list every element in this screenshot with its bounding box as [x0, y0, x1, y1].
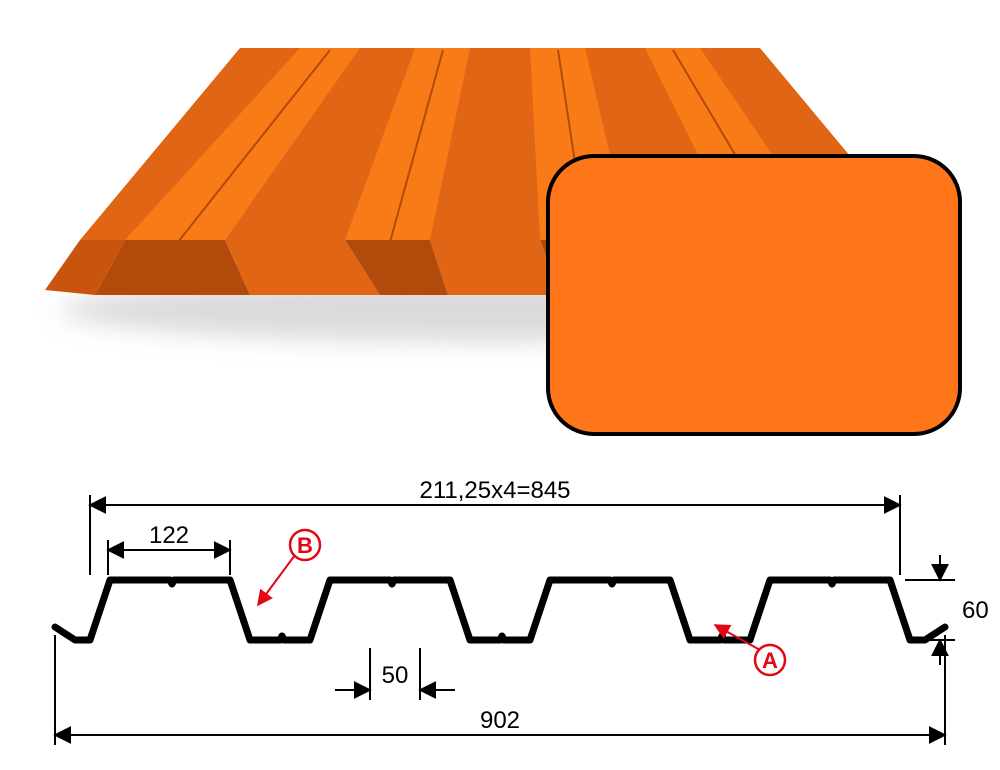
sheet-valley [430, 240, 560, 295]
dim-label-bottom-total: 902 [480, 707, 520, 734]
markers-group: B A [258, 530, 785, 675]
profile-cross-section [55, 580, 945, 640]
dim-label-top-total: 211,25x4=845 [419, 477, 570, 504]
profile-line [55, 580, 945, 640]
marker-a-label: A [762, 648, 778, 673]
color-swatch [548, 156, 960, 434]
marker-b-label: B [297, 533, 313, 558]
marker-b-leader [258, 555, 295, 605]
dim-label-top-segment: 122 [149, 522, 189, 549]
dim-label-height: 60 [962, 597, 989, 624]
dimensions-group: 211,25x4=845 122 50 902 60 [55, 477, 989, 745]
dim-label-bottom-seg: 50 [382, 662, 409, 689]
